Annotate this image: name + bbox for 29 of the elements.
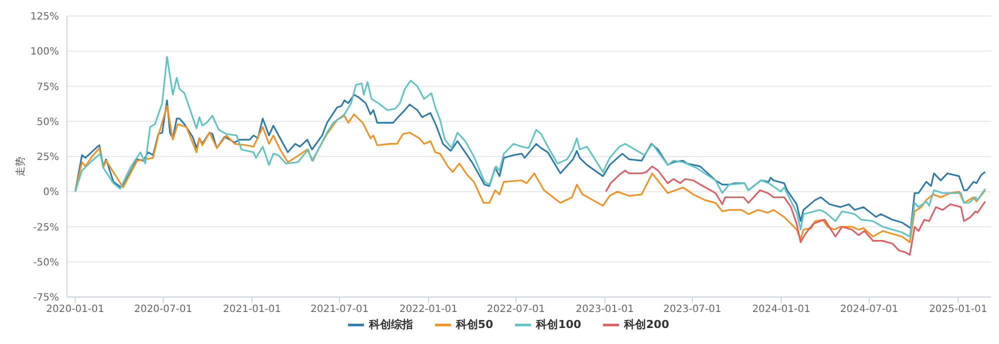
x-tick-label: 2025-01-01 <box>929 304 988 316</box>
x-tick-label: 2024-07-01 <box>840 304 898 316</box>
y-tick-label: 125% <box>30 12 59 23</box>
y-tick-label: 25% <box>36 152 59 164</box>
x-tick-label: 2022-07-01 <box>486 304 546 316</box>
x-tick-label: 2020-07-01 <box>134 304 192 316</box>
legend-label: 科创100 <box>536 317 582 332</box>
y-tick-label: 50% <box>36 116 59 128</box>
line-series <box>74 94 986 229</box>
line-series <box>74 105 986 244</box>
line-series <box>605 166 986 256</box>
y-tick-label: 75% <box>36 82 59 93</box>
legend-label: 科创50 <box>456 317 494 332</box>
x-tick-label: 2023-07-01 <box>663 304 722 316</box>
x-tick-label: 2021-07-01 <box>310 304 369 316</box>
legend-label: 科创综指 <box>368 317 413 332</box>
x-tick-label: 2020-01-01 <box>46 304 104 316</box>
y-tick-label: 100% <box>30 46 59 58</box>
y-tick-label: 0% <box>43 187 59 198</box>
y-axis-title: 走势 <box>14 156 27 176</box>
line-series <box>74 56 986 238</box>
x-tick-label: 2023-01-01 <box>576 304 634 316</box>
y-tick-label: -25% <box>33 222 59 234</box>
y-tick-label: -75% <box>33 292 59 304</box>
y-tick-label: -50% <box>33 257 59 268</box>
x-tick-label: 2024-01-01 <box>752 304 810 316</box>
x-tick-label: 2021-01-01 <box>223 304 282 316</box>
legend-label: 科创200 <box>624 317 670 332</box>
x-tick-label: 2022-01-01 <box>399 304 458 316</box>
